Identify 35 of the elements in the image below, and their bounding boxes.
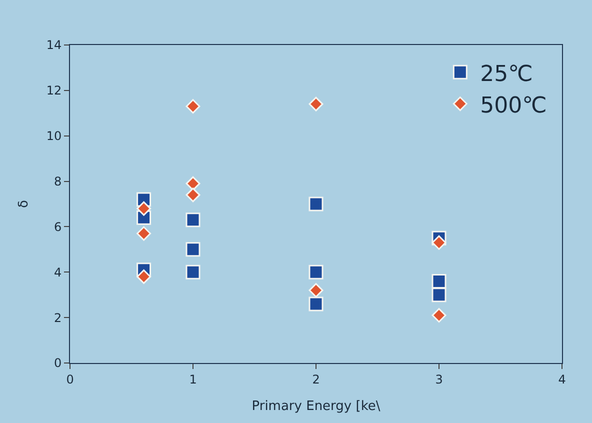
y-axis-title: δ: [16, 200, 32, 208]
x-tick-label: 1: [189, 372, 197, 386]
point: [186, 212, 200, 228]
y-tick-label: 4: [54, 265, 62, 280]
x-axis-title: Primary Energy [ke\: [252, 399, 381, 414]
legend-label: 25℃: [480, 62, 533, 87]
y-tick-label: 10: [46, 129, 62, 144]
point: [136, 201, 152, 216]
y-tick-label: 0: [54, 356, 62, 370]
point: [186, 99, 200, 114]
point: [308, 196, 324, 212]
x-tick-label: 4: [558, 372, 566, 386]
x-tick-label: 3: [435, 372, 443, 386]
x-tick-label: 2: [312, 372, 320, 386]
point: [186, 188, 200, 202]
point: [186, 264, 200, 280]
point: [186, 176, 200, 191]
point: [136, 226, 152, 241]
point: [432, 288, 446, 302]
point: [136, 269, 152, 284]
legend-label: 500℃: [480, 93, 547, 118]
point: [308, 283, 324, 298]
y-tick-label: 2: [54, 310, 62, 325]
point: [432, 274, 446, 288]
point: [308, 296, 324, 312]
point: [308, 264, 324, 280]
x-tick-label: 0: [66, 372, 74, 386]
point: [432, 235, 446, 250]
point: [308, 96, 324, 112]
point: [432, 308, 446, 323]
point: [186, 242, 200, 257]
y-tick-label: 12: [46, 84, 62, 98]
y-tick-label: 8: [54, 174, 62, 188]
y-tick-label: 14: [46, 38, 62, 52]
y-tick-label: 6: [54, 220, 62, 234]
